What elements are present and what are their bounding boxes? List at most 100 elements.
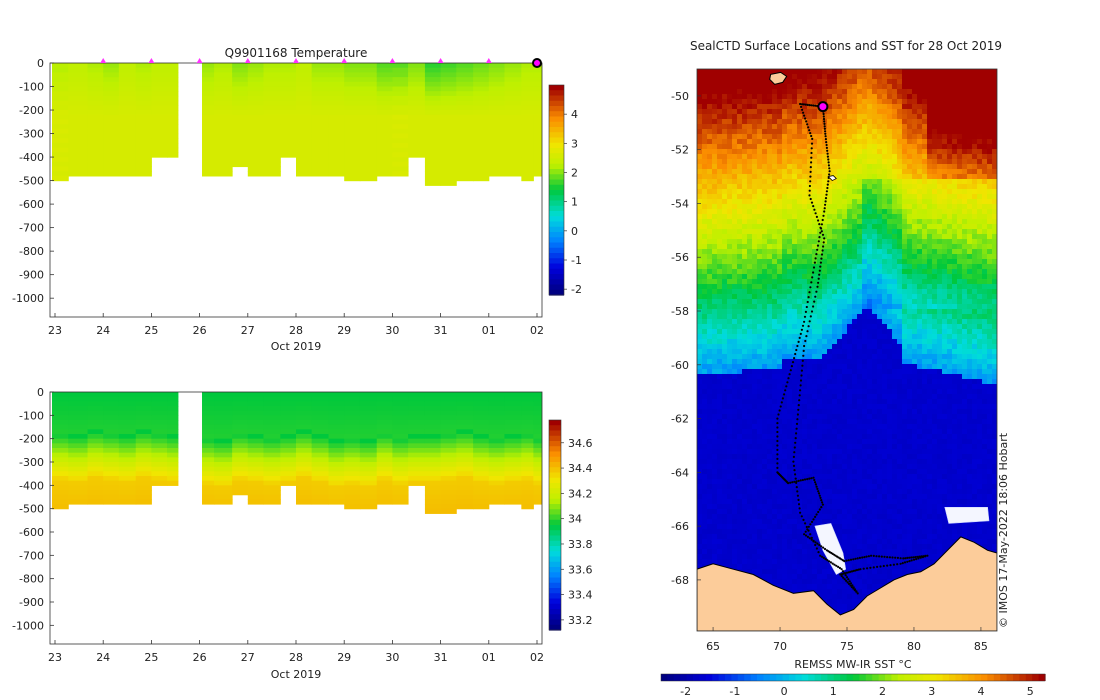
sst-cell [697,189,703,195]
salinity-cell [424,494,442,500]
sst-cell [727,229,733,235]
sst-cell [727,239,733,245]
sst-cell [762,574,768,580]
sst-cell [727,299,733,305]
sst-cell [807,219,813,225]
sst-cell [832,429,838,435]
temperature-cell [263,152,281,158]
sst-cell [807,439,813,445]
salinity-cell [376,448,393,454]
sst-cell [777,384,783,390]
salinity-cell [311,415,330,421]
salinity-cell [202,392,215,398]
temperature-cell [214,128,233,135]
sst-cell [752,199,758,205]
sst-cell [742,274,748,280]
salinity-cell [392,485,409,491]
temperature-cell [247,72,264,78]
temperature-cell [214,142,233,149]
sst-cell [727,354,733,360]
sst-cell [707,529,713,535]
sst-cell [712,424,718,430]
sst-cell [712,304,718,310]
sst-cell [737,444,743,450]
temperature-cell [247,63,264,69]
sst-cell [797,304,803,310]
salinity-cell [87,480,104,486]
sst-cell [742,559,748,565]
salinity-cell [263,471,281,477]
sst-cell [722,494,728,500]
sst-cell [772,349,778,355]
sst-cell [777,174,783,180]
sst-cell [837,439,843,445]
colorbar-segment [549,111,564,118]
salinity-cell [247,443,264,449]
salinity-cell [328,434,345,440]
sst-cell [762,494,768,500]
sst-cell [727,249,733,255]
temperature-cell [118,95,137,102]
sst-cell [732,69,738,75]
sst-cell [827,289,833,295]
sst-cell [787,359,793,365]
sst-cell [797,124,803,130]
salinity-cell [473,504,490,510]
sst-cell [767,189,773,195]
sst-cell [842,389,848,395]
sst-cell [827,339,833,345]
sst-cell [807,394,813,400]
sst-cell [697,134,703,140]
sst-cell [822,269,828,275]
sst-cell [777,504,783,510]
temperature-cell [456,119,474,125]
sst-cell [837,459,843,465]
sst-cell [802,579,808,585]
sst-cell [757,294,763,300]
sst-cell [702,414,708,420]
sst-cell [802,439,808,445]
sst-cell [827,259,833,265]
sst-cell [797,394,803,400]
salinity-cell [456,485,474,491]
sst-cell [742,419,748,425]
temperature-cell [456,72,474,78]
sst-cell [812,109,818,115]
salinity-panel: 0-100-200-300-400-500-600-700-800-900-10… [12,386,592,681]
salinity-cell [52,420,69,426]
colorbar-segment [549,195,564,202]
sst-cell [717,104,723,110]
sst-cell [807,544,813,550]
sst-cell [802,554,808,560]
sst-cell [802,119,808,125]
sst-cell [747,304,753,310]
sst-cell [817,359,823,365]
sst-cell [772,499,778,505]
temperature-cell [280,133,297,139]
temperature-y-tick: -800 [19,245,44,258]
sst-cell [777,204,783,210]
sst-cell [807,294,813,300]
salinity-cell [87,415,104,421]
sst-cell [792,294,798,300]
profile-marker [196,58,203,63]
salinity-cell [247,494,264,500]
sst-cell [822,479,828,485]
temperature-cell [263,128,281,135]
sst-cell [717,499,723,505]
sst-cell [767,544,773,550]
sst-cell [747,134,753,140]
salinity-cell [376,420,393,426]
sst-cell [782,284,788,290]
temperature-cell [376,138,393,144]
salinity-cell [151,420,168,426]
sst-cell [732,439,738,445]
salinity-cell [521,401,534,407]
sst-cell [742,329,748,335]
salinity-cell [87,443,104,449]
sst-cell [752,379,758,385]
sst-cell [772,274,778,280]
salinity-cell [263,457,281,463]
sst-cell [727,119,733,125]
sst-cell [837,584,843,590]
